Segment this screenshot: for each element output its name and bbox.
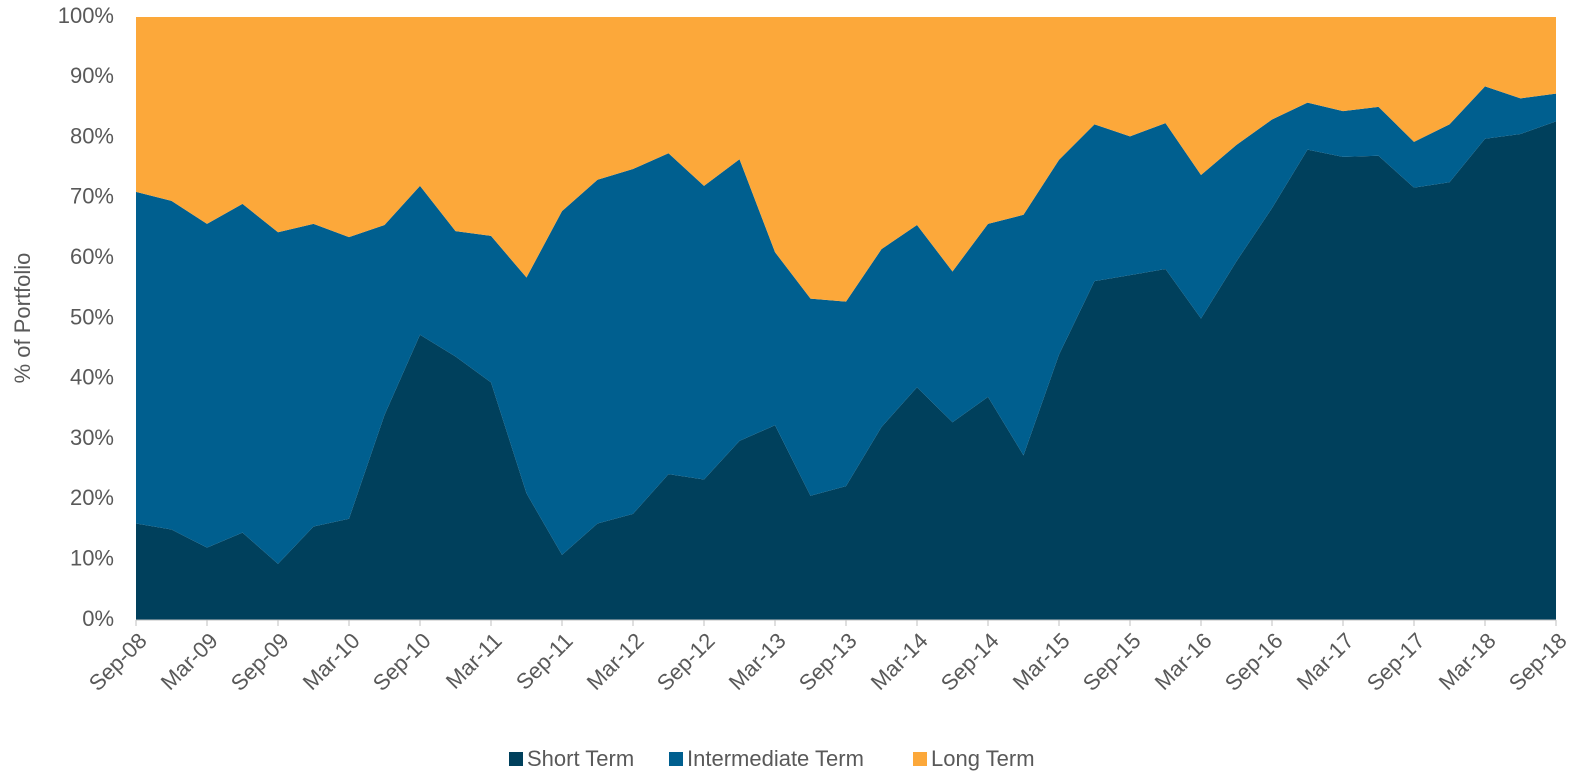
x-tick-label: Sep-08: [84, 628, 152, 696]
y-tick-label: 30%: [70, 425, 114, 450]
x-tick-label: Sep-18: [1504, 628, 1570, 696]
x-tick-label: Mar-14: [866, 628, 933, 695]
x-tick-label: Sep-17: [1362, 628, 1430, 696]
y-tick-label: 100%: [58, 3, 114, 28]
x-tick-label: Sep-15: [1078, 628, 1146, 696]
y-tick-label: 60%: [70, 244, 114, 269]
x-tick-label: Sep-12: [652, 628, 720, 696]
x-tick-label: Mar-15: [1008, 628, 1075, 695]
x-tick-label: Sep-16: [1220, 628, 1288, 696]
y-tick-label: 0%: [82, 606, 114, 631]
y-axis-label: % of Portfolio: [10, 253, 35, 384]
area: [136, 17, 1556, 302]
x-tick-label: Mar-17: [1292, 628, 1359, 695]
legend-swatch: [509, 752, 523, 766]
x-tick-label: Sep-09: [226, 628, 294, 696]
legend-swatch: [669, 752, 683, 766]
legend-label: Long Term: [931, 746, 1035, 771]
x-tick-label: Mar-10: [298, 628, 365, 695]
x-tick-label: Sep-10: [368, 628, 436, 696]
legend-label: Short Term: [527, 746, 634, 771]
y-tick-label: 40%: [70, 365, 114, 390]
x-tick-label: Mar-16: [1150, 628, 1217, 695]
area: [136, 121, 1556, 620]
x-tick-label: Mar-13: [724, 628, 791, 695]
x-tick-label: Sep-11: [511, 628, 578, 695]
y-tick-label: 10%: [70, 546, 114, 571]
y-tick-label: 70%: [70, 184, 114, 209]
y-tick-label: 50%: [70, 304, 114, 329]
area: [136, 86, 1556, 564]
x-tick-label: Mar-18: [1434, 628, 1501, 695]
legend-swatch: [913, 752, 927, 766]
x-tick-label: Mar-12: [582, 628, 649, 695]
x-tick-label: Mar-11: [441, 628, 507, 694]
x-tick-label: Sep-13: [794, 628, 862, 696]
x-tick-label: Mar-09: [156, 628, 223, 695]
y-tick-label: 90%: [70, 63, 114, 88]
y-tick-label: 20%: [70, 485, 114, 510]
legend-label: Intermediate Term: [687, 746, 864, 771]
x-tick-label: Sep-14: [936, 628, 1004, 696]
y-tick-label: 80%: [70, 123, 114, 148]
